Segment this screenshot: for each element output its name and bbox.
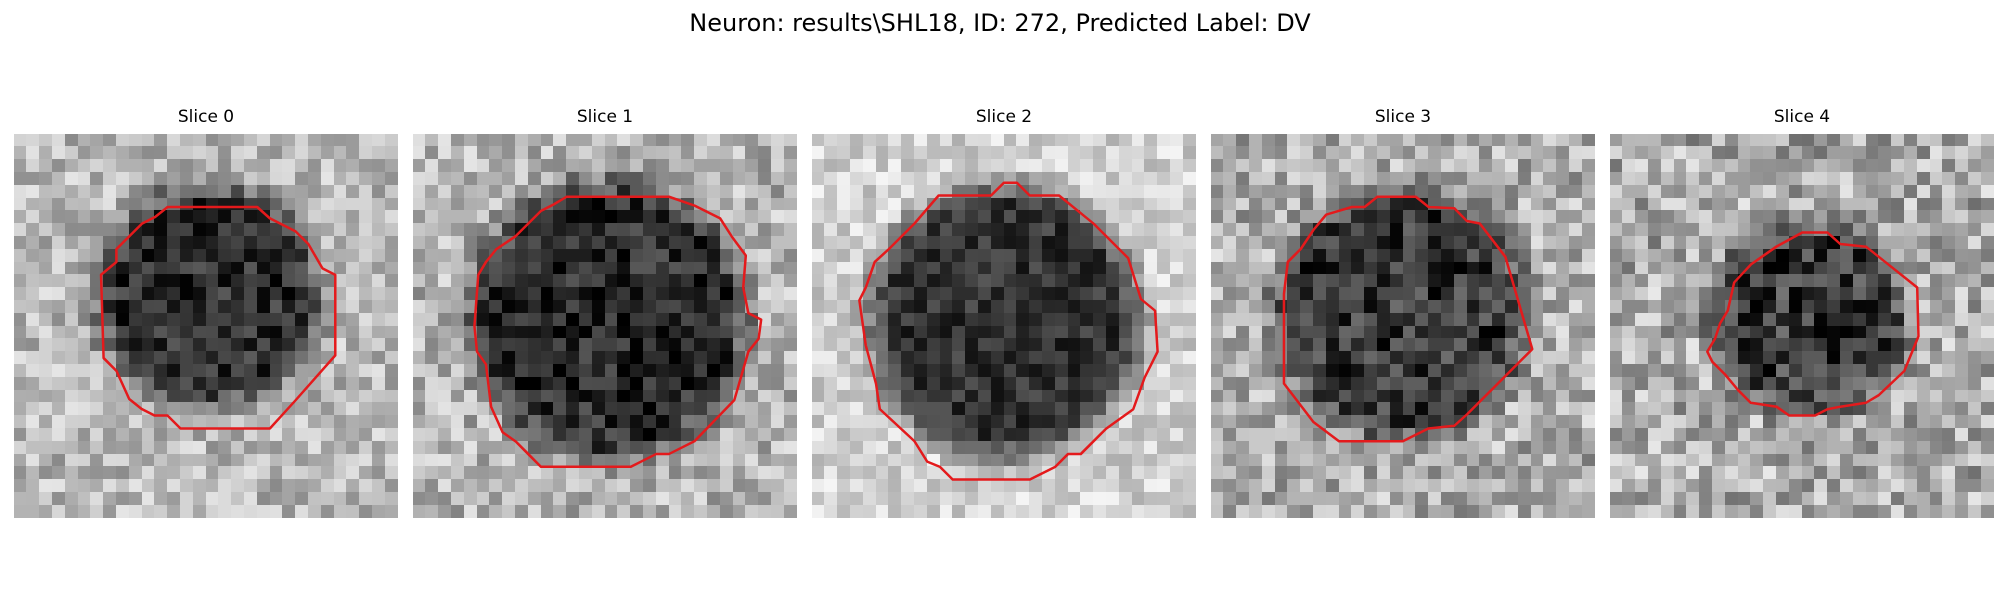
slice-image [1610,134,1994,518]
slice-title: Slice 2 [975,107,1033,127]
slice-image [413,134,797,518]
slice-image [1211,134,1595,518]
slice-title: Slice 4 [1773,107,1831,127]
slice-image [14,134,398,518]
figure-title: Neuron: results\SHL18, ID: 272, Predicte… [689,9,1311,37]
slice-title: Slice 0 [177,107,235,127]
slice-image [812,134,1196,518]
slice-title: Slice 1 [576,107,634,127]
slice-title: Slice 3 [1374,107,1432,127]
